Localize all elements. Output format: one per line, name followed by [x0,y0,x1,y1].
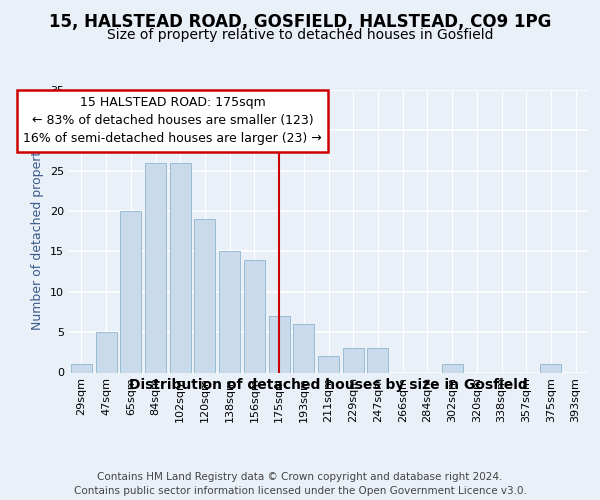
Text: Size of property relative to detached houses in Gosfield: Size of property relative to detached ho… [107,28,493,42]
Bar [219,252,240,372]
Bar [367,348,388,372]
Bar [145,162,166,372]
Bar [318,356,339,372]
Bar [170,162,191,372]
Bar [269,316,290,372]
Y-axis label: Number of detached properties: Number of detached properties [31,132,44,330]
Bar [541,364,562,372]
Text: Contains public sector information licensed under the Open Government Licence v3: Contains public sector information licen… [74,486,526,496]
Bar [71,364,92,372]
Text: 15 HALSTEAD ROAD: 175sqm
← 83% of detached houses are smaller (123)
16% of semi-: 15 HALSTEAD ROAD: 175sqm ← 83% of detach… [23,96,322,146]
Bar [95,332,116,372]
Bar [244,260,265,372]
Text: Contains HM Land Registry data © Crown copyright and database right 2024.: Contains HM Land Registry data © Crown c… [97,472,503,482]
Bar [442,364,463,372]
Bar [120,211,141,372]
Text: Distribution of detached houses by size in Gosfield: Distribution of detached houses by size … [130,378,528,392]
Bar [293,324,314,372]
Text: 15, HALSTEAD ROAD, GOSFIELD, HALSTEAD, CO9 1PG: 15, HALSTEAD ROAD, GOSFIELD, HALSTEAD, C… [49,12,551,30]
Bar [194,219,215,372]
Bar [343,348,364,372]
